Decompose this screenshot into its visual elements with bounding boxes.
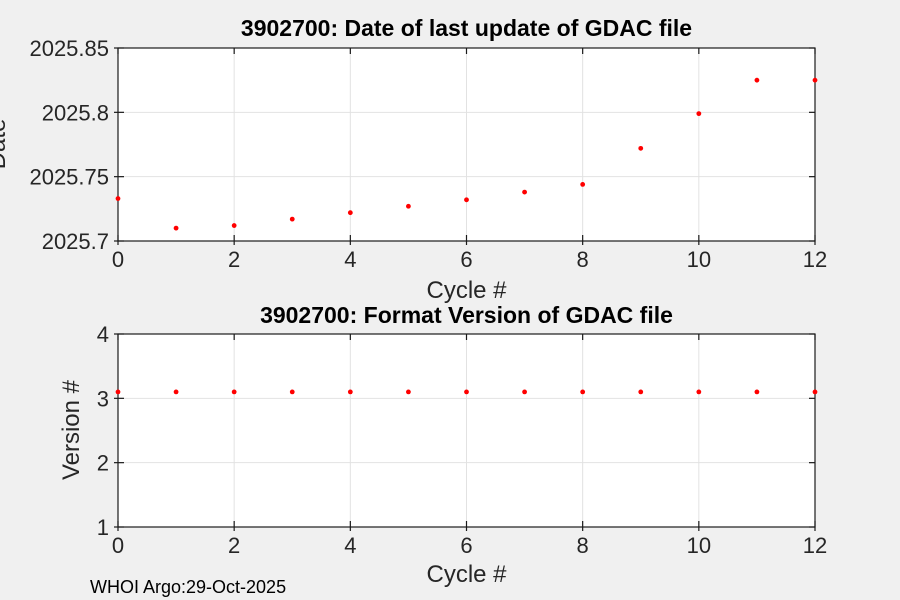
- data-point: [464, 197, 469, 203]
- footer-credit: WHOI Argo:29-Oct-2025: [90, 577, 287, 597]
- data-point: [522, 389, 527, 395]
- data-point: [638, 145, 644, 151]
- data-point: [522, 189, 527, 195]
- data-point: [696, 111, 702, 117]
- chart2-xlabel: Cycle #: [426, 561, 507, 588]
- y-tick-label: 2025.8: [42, 100, 109, 125]
- x-tick-label: 4: [344, 533, 356, 558]
- data-point: [289, 216, 295, 222]
- x-tick-label: 6: [460, 533, 472, 558]
- chart1-ylabel: Date: [0, 118, 11, 170]
- data-point: [406, 203, 411, 209]
- data-point: [580, 181, 586, 187]
- chart2-ylabel: Version #: [58, 379, 85, 481]
- chart1-title: 3902700: Date of last update of GDAC fil…: [240, 15, 693, 41]
- x-tick-label: 0: [112, 247, 124, 272]
- data-point: [754, 389, 760, 395]
- y-tick-label: 2025.85: [29, 36, 109, 61]
- y-tick-label: 2: [97, 451, 109, 476]
- data-point: [173, 389, 179, 395]
- y-tick-label: 2025.75: [29, 165, 109, 190]
- y-tick-label: 3: [97, 386, 109, 411]
- x-tick-label: 12: [803, 533, 827, 558]
- y-tick-label: 2025.7: [42, 229, 109, 254]
- data-point: [638, 389, 644, 395]
- data-point: [115, 389, 121, 395]
- data-point: [696, 389, 702, 395]
- x-tick-label: 8: [577, 247, 589, 272]
- data-point: [580, 389, 586, 395]
- x-tick-label: 4: [344, 247, 356, 272]
- data-point: [231, 223, 237, 228]
- data-point: [347, 210, 353, 216]
- data-point: [754, 77, 760, 83]
- chart2-title: 3902700: Format Version of GDAC file: [260, 302, 673, 328]
- x-tick-label: 0: [112, 533, 124, 558]
- data-point: [812, 389, 818, 395]
- data-point: [812, 77, 818, 83]
- x-tick-label: 10: [687, 533, 711, 558]
- x-tick-label: 2: [228, 247, 240, 272]
- x-tick-label: 6: [460, 247, 472, 272]
- x-tick-label: 2: [228, 533, 240, 558]
- data-point: [231, 389, 237, 395]
- data-point: [347, 389, 353, 395]
- data-point: [464, 389, 469, 395]
- data-point: [289, 389, 295, 395]
- x-tick-label: 10: [687, 247, 711, 272]
- y-tick-label: 1: [97, 515, 109, 540]
- x-tick-label: 8: [577, 533, 589, 558]
- data-point: [115, 196, 121, 201]
- chart1-xlabel: Cycle #: [426, 277, 507, 304]
- x-tick-label: 12: [803, 247, 827, 272]
- y-tick-label: 4: [97, 322, 109, 347]
- data-point: [406, 389, 411, 395]
- data-point: [173, 225, 179, 231]
